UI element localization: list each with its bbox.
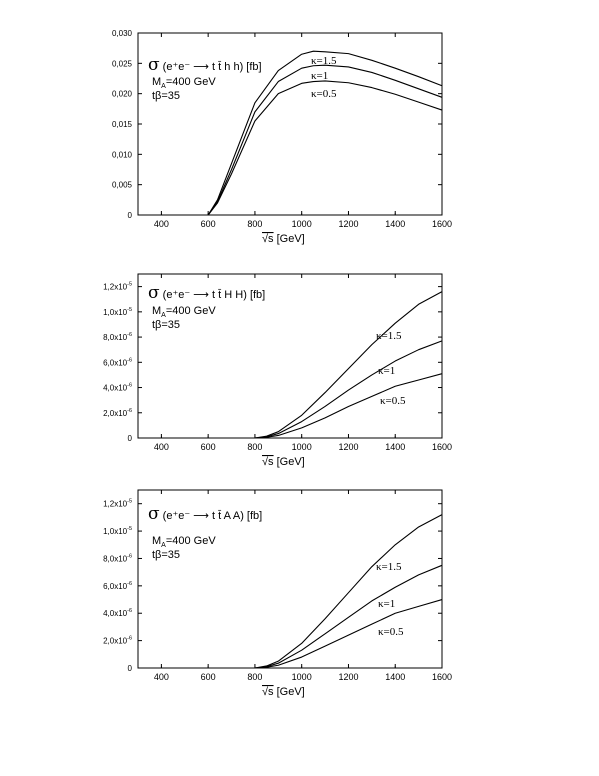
x-tick-label: 400 [154, 672, 169, 682]
x-tick-label: 600 [201, 219, 216, 229]
x-tick-label: 600 [201, 672, 216, 682]
x-axis-label: √s [GeV] [262, 456, 305, 468]
x-tick-label: 600 [201, 442, 216, 452]
process-title: σ (e⁺e⁻ ⟶ t t̄ h h) [fb] [148, 55, 262, 75]
series-label: κ=1 [378, 598, 395, 610]
series-label: κ=1.5 [376, 330, 402, 342]
x-tick-label: 800 [247, 219, 262, 229]
x-tick-label: 1200 [338, 672, 358, 682]
mass-parameter: MA=400 GeV [152, 76, 216, 90]
process-title: σ (e⁺e⁻ ⟶ t t̄ A A) [fb] [148, 504, 262, 524]
y-tick-label: 0,025 [112, 59, 133, 68]
series-label: κ=0.5 [311, 88, 337, 100]
series-label: κ=1 [311, 70, 328, 82]
y-tick-label: 0,010 [112, 150, 133, 159]
x-tick-label: 400 [154, 219, 169, 229]
y-tick-label: 0 [128, 664, 133, 673]
y-tick-label: 2,0x10-6 [103, 636, 132, 646]
x-tick-label: 1600 [432, 672, 452, 682]
x-tick-label: 1000 [292, 442, 312, 452]
y-tick-label: 1,2x10-5 [103, 499, 132, 509]
series-line-3 [254, 599, 443, 669]
chart-panel-1: 400 600 800 1000 1200 1400 1600 0 0,005 0,010 0,01… [112, 29, 452, 245]
x-tick-label: 1600 [432, 442, 452, 452]
x-tick-label: 1200 [338, 219, 358, 229]
x-tick-label: 1000 [292, 672, 312, 682]
series-line-3 [207, 80, 443, 216]
series-line-3 [254, 373, 443, 439]
chart-panel-3: 400 600 800 1000 1200 1400 1600 0 2,0x10-6 4,0x10… [103, 489, 452, 698]
x-tick-label: 800 [247, 672, 262, 682]
series-line-1 [254, 291, 443, 439]
process-title: σ (e⁺e⁻ ⟶ t t̄ H H) [fb] [148, 283, 265, 303]
series-line-1 [254, 514, 443, 669]
x-tick-label: 1600 [432, 219, 452, 229]
plot-frame [137, 273, 443, 439]
y-tick-label: 6,0x10-6 [103, 357, 132, 367]
x-tick-label: 1400 [385, 442, 405, 452]
x-tick-label: 800 [247, 442, 262, 452]
y-tick-label: 0,030 [112, 29, 133, 38]
series-label: κ=0.5 [378, 626, 404, 638]
series-label: κ=1.5 [311, 55, 337, 67]
x-tick-label: 1200 [338, 442, 358, 452]
mass-parameter: MA=400 GeV [152, 535, 216, 549]
chart-panel-2: 400 600 800 1000 1200 1400 1600 0 2,0x10-6 4,0x10… [103, 273, 452, 468]
y-tick-label: 0,005 [112, 181, 133, 190]
series-line-2 [254, 564, 443, 669]
series-line-1 [207, 50, 443, 216]
plot-frame [137, 489, 443, 669]
tanbeta-parameter: tβ=35 [152, 549, 180, 561]
x-tick-label: 1400 [385, 219, 405, 229]
series-line-2 [254, 340, 443, 439]
x-tick-label: 1000 [292, 219, 312, 229]
y-tick-label: 8,0x10-6 [103, 332, 132, 342]
tanbeta-parameter: tβ=35 [152, 319, 180, 331]
x-axis-label: √s [GeV] [262, 233, 305, 245]
y-tick-label: 1,2x10-5 [103, 282, 132, 292]
series-label: κ=1 [378, 365, 395, 377]
y-tick-label: 1,0x10-5 [103, 307, 132, 317]
y-tick-label: 0 [128, 434, 133, 443]
mass-parameter: MA=400 GeV [152, 305, 216, 319]
tanbeta-parameter: tβ=35 [152, 90, 180, 102]
y-tick-label: 4,0x10-6 [103, 383, 132, 393]
y-tick-label: 8,0x10-6 [103, 553, 132, 563]
y-tick-label: 0,020 [112, 90, 133, 99]
series-line-2 [207, 64, 443, 216]
series-label: κ=1.5 [376, 561, 402, 573]
y-tick-label: 6,0x10-6 [103, 581, 132, 591]
y-tick-label: 0,015 [112, 120, 133, 129]
series-label: κ=0.5 [380, 395, 406, 407]
y-tick-label: 0 [128, 211, 133, 220]
y-tick-label: 2,0x10-6 [103, 408, 132, 418]
y-tick-label: 1,0x10-5 [103, 526, 132, 536]
y-tick-label: 4,0x10-6 [103, 608, 132, 618]
x-tick-label: 400 [154, 442, 169, 452]
x-tick-label: 1400 [385, 672, 405, 682]
x-axis-label: √s [GeV] [262, 686, 305, 698]
